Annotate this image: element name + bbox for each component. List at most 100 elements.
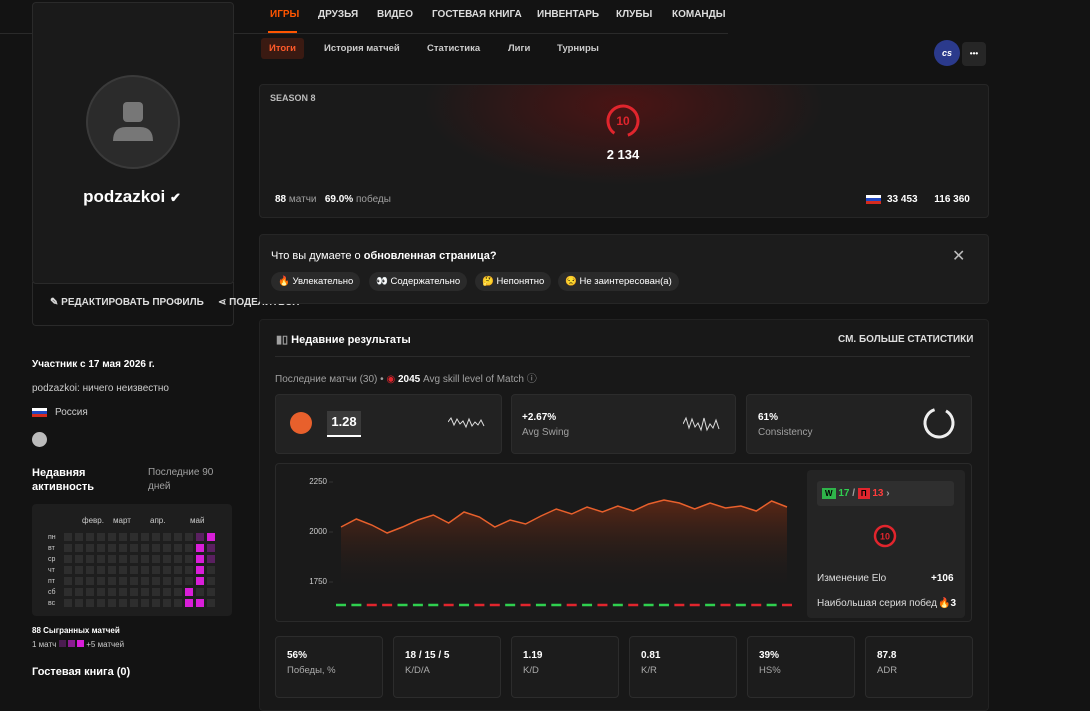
activity-cell bbox=[141, 566, 149, 574]
feedback-option[interactable]: 👀 Содержательно bbox=[369, 272, 468, 291]
activity-cell bbox=[185, 599, 193, 607]
activity-cell bbox=[174, 577, 182, 585]
activity-cell bbox=[119, 599, 127, 607]
nav-tab[interactable]: ВИДЕО bbox=[377, 9, 413, 20]
nav-tab[interactable]: ГОСТЕВАЯ КНИГА bbox=[432, 9, 522, 20]
activity-period: Последние 90 дней bbox=[148, 467, 214, 492]
activity-cell bbox=[152, 566, 160, 574]
more-button[interactable]: ••• bbox=[962, 42, 986, 66]
activity-cell bbox=[75, 577, 83, 585]
subnav-tab[interactable]: Лиги bbox=[508, 43, 531, 54]
guestbook[interactable]: Гостевая книга (0) bbox=[32, 666, 131, 678]
legend-max: +5 матчей bbox=[86, 640, 125, 649]
line bbox=[340, 499, 788, 534]
close-button[interactable]: ✕ bbox=[952, 248, 966, 265]
subnav-tab[interactable]: Итоги bbox=[261, 38, 304, 59]
activity-cell bbox=[130, 566, 138, 574]
nav-tab[interactable]: ИНВЕНТАРЬ bbox=[537, 9, 600, 20]
activity-cell bbox=[163, 555, 171, 563]
winrate-label: победы bbox=[355, 194, 391, 205]
activity-cell bbox=[97, 544, 105, 552]
activity-cell bbox=[163, 544, 171, 552]
activity-cell bbox=[130, 577, 138, 585]
activity-cell bbox=[163, 588, 171, 596]
title: Недавние результаты bbox=[291, 334, 411, 346]
feedback-option[interactable]: 🔥 Увлекательно bbox=[271, 272, 361, 291]
subnav-tab[interactable]: Статистика bbox=[427, 43, 481, 54]
activity-cell bbox=[163, 533, 171, 541]
activity-cell bbox=[86, 599, 94, 607]
nav-tab[interactable]: ИГРЫ bbox=[270, 9, 300, 20]
separator: / bbox=[852, 488, 856, 499]
nav-tab[interactable]: КОМАНДЫ bbox=[672, 9, 726, 20]
win-loss: W 17 / П 13 › bbox=[822, 488, 890, 499]
activity-cell bbox=[108, 555, 116, 563]
sparkline bbox=[683, 416, 720, 432]
subnav-tab[interactable]: История матчей bbox=[324, 43, 400, 54]
activity-cell bbox=[196, 599, 204, 607]
matches-played: 88 Сыгранных матчей bbox=[32, 626, 120, 635]
matches-label: матчи bbox=[288, 194, 317, 205]
streak: 🔥3 bbox=[938, 598, 957, 609]
wins: 17 bbox=[838, 488, 850, 499]
edit-profile[interactable]: ✎ РЕДАКТИРОВАТЬ ПРОФИЛЬ bbox=[50, 297, 204, 308]
game-badge[interactable]: cs bbox=[934, 40, 960, 66]
activity-cell bbox=[174, 544, 182, 552]
activity-cell bbox=[119, 588, 127, 596]
nav-underline bbox=[268, 31, 297, 33]
y-tick-label: 1750 bbox=[309, 577, 327, 586]
feedback-option[interactable]: 🤔 Непонятно bbox=[475, 272, 552, 291]
loss-badge: П bbox=[857, 488, 870, 499]
activity-cell bbox=[130, 599, 138, 607]
day-label: пт bbox=[48, 578, 56, 585]
activity-cell bbox=[86, 555, 94, 563]
activity-cell bbox=[163, 566, 171, 574]
activity-cell bbox=[64, 566, 72, 574]
stat-value: 87.8 bbox=[877, 650, 897, 661]
day-label: вс bbox=[48, 600, 56, 607]
level-icon: 10 bbox=[606, 104, 640, 138]
name: podzazkoi bbox=[83, 187, 166, 206]
consistency-card bbox=[746, 394, 972, 454]
activity-cell bbox=[119, 544, 127, 552]
edit-label: РЕДАКТИРОВАТЬ ПРОФИЛЬ bbox=[61, 297, 204, 308]
activity-cell bbox=[196, 577, 204, 585]
activity-cell bbox=[207, 577, 215, 585]
stat-card bbox=[865, 636, 973, 698]
nav-tab[interactable]: КЛУБЫ bbox=[616, 9, 653, 20]
question: Что вы думаете о bbox=[271, 250, 361, 262]
activity-cell bbox=[130, 533, 138, 541]
day-label: сб bbox=[48, 588, 56, 596]
stat-value: 39% bbox=[759, 650, 780, 661]
steam-icon[interactable] bbox=[32, 432, 47, 447]
area bbox=[341, 500, 787, 592]
y-tick-label: 2000 bbox=[309, 527, 327, 536]
avg-skill: 2045 bbox=[397, 374, 421, 385]
activity-cell bbox=[75, 588, 83, 596]
activity-cell bbox=[196, 544, 204, 552]
avg-skill-label: Avg skill level of Match bbox=[422, 374, 524, 385]
nav-tab[interactable]: ДРУЗЬЯ bbox=[318, 9, 359, 20]
activity-cell bbox=[108, 566, 116, 574]
activity-cell bbox=[108, 544, 116, 552]
activity-cell bbox=[141, 544, 149, 552]
subnav-tab[interactable]: Турниры bbox=[557, 43, 599, 54]
activity-cell bbox=[185, 544, 193, 552]
activity-cell bbox=[97, 555, 105, 563]
stat-value: 0.81 bbox=[641, 650, 661, 661]
stat-label: K/D bbox=[523, 665, 539, 676]
activity-cell bbox=[64, 588, 72, 596]
activity-cell bbox=[141, 577, 149, 585]
more-stats[interactable]: СМ. БОЛЬШЕ СТАТИСТИКИ bbox=[838, 334, 974, 345]
activity-cell bbox=[152, 588, 160, 596]
activity-cell bbox=[207, 588, 215, 596]
activity-cell bbox=[174, 599, 182, 607]
activity-cell bbox=[152, 544, 160, 552]
activity-cell bbox=[196, 588, 204, 596]
day-label: ср bbox=[48, 556, 56, 563]
feedback-option[interactable]: 😒 Не заинтересован(а) bbox=[558, 272, 679, 291]
activity-cell bbox=[185, 533, 193, 541]
activity-cell bbox=[86, 566, 94, 574]
member-since: Участник с 17 мая 2026 г. bbox=[32, 359, 155, 370]
y-tick-label: 2250 bbox=[309, 477, 327, 486]
